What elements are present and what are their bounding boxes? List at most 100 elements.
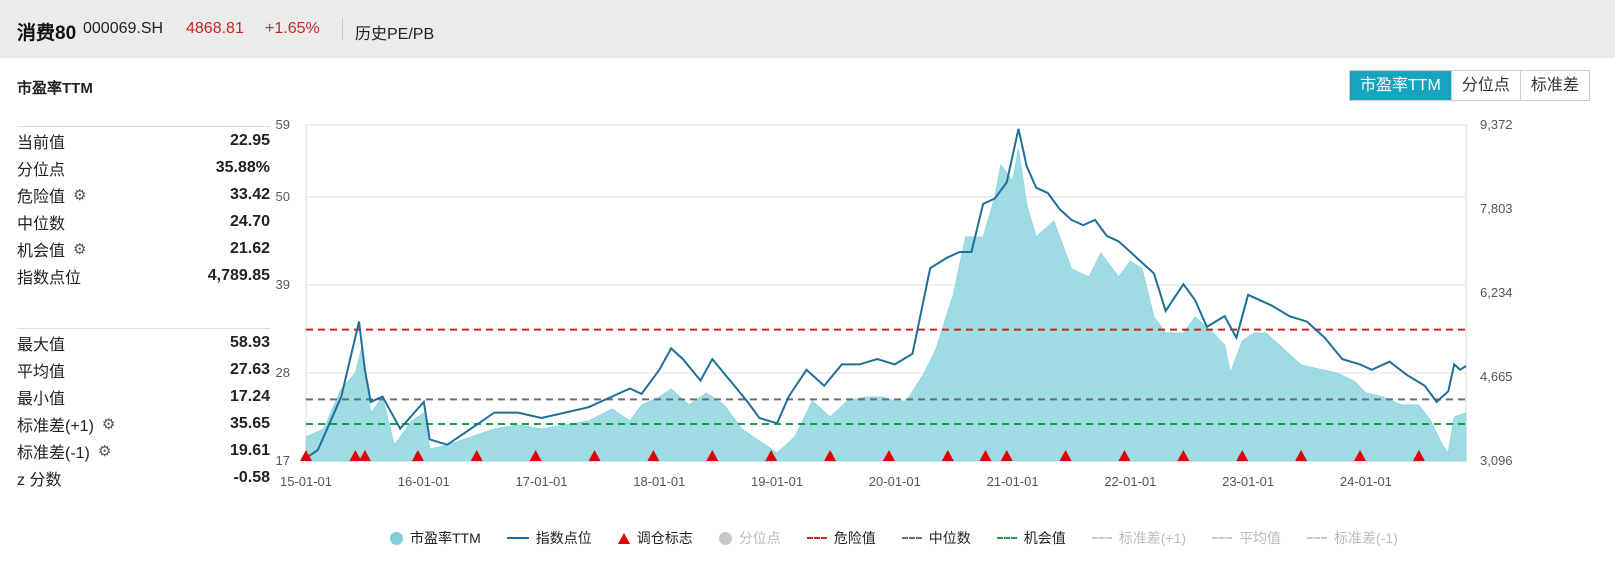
dashed-line-icon [1091, 537, 1112, 539]
x-tick-label: 15-01-01 [280, 474, 332, 489]
stat-label: 标准差(+1) ⚙ [17, 412, 115, 436]
legend-item[interactable]: 危险值 [806, 528, 876, 548]
rebalance-marker [470, 450, 483, 461]
stat-value: 58.93 [229, 333, 270, 351]
tab-pe-ttm[interactable]: 市盈率TTM [1350, 71, 1451, 100]
x-tick-label: 20-01-01 [869, 474, 921, 489]
stat-row: 危险值 ⚙ 33.42 [17, 181, 270, 208]
stat-label-text: 最小值 [17, 390, 66, 408]
stat-value: 4,789.85 [207, 266, 270, 284]
rebalance-marker [1295, 450, 1308, 461]
index-price: 4868.81 [186, 20, 244, 37]
rebalance-marker [1412, 450, 1425, 461]
legend-item[interactable]: 指数点位 [506, 528, 592, 548]
y-left-tick-label: 50 [276, 189, 290, 204]
x-tick-label: 22-01-01 [1104, 474, 1156, 489]
stat-label: 最小值 [17, 385, 65, 409]
y-right-tick-label: 7,803 [1480, 201, 1513, 216]
stat-label-text: 平均值 [17, 363, 66, 381]
stat-value: 17.24 [229, 387, 270, 405]
rebalance-marker [529, 450, 542, 461]
rebalance-marker [824, 450, 837, 461]
stats-summary: 最大值 58.93 平均值 27.63 最小值 17.24 标准差(+1) ⚙ 35.65 标准差… [17, 328, 270, 491]
stat-label: z 分数 [17, 466, 61, 490]
stat-row: 当前值 22.95 [17, 127, 270, 154]
dashed-line-icon [996, 537, 1017, 539]
stat-row: 最大值 58.93 [17, 329, 270, 356]
gear-icon[interactable]: ⚙ [101, 415, 116, 433]
legend-item[interactable]: 平均值 [1212, 528, 1281, 548]
dashed-line-icon [806, 537, 827, 539]
stat-label: 最大值 [17, 331, 65, 355]
legend-item[interactable]: 标准差(-1) [1307, 528, 1398, 548]
x-tick-label: 17-01-01 [516, 474, 568, 489]
rebalance-marker [1354, 450, 1367, 461]
rebalance-marker [1177, 450, 1190, 461]
rebalance-marker [979, 450, 992, 461]
legend-item[interactable]: 分位点 [718, 528, 781, 548]
index-code: 000069.SH [83, 20, 164, 37]
y-right-tick-label: 4,665 [1480, 369, 1513, 384]
gear-icon[interactable]: ⚙ [73, 186, 87, 204]
legend-item[interactable]: 中位数 [901, 528, 971, 548]
stat-label-text: 标准差(+1) [17, 417, 94, 435]
index-line [305, 128, 1467, 459]
stat-row: z 分数 -0.58 [17, 464, 270, 491]
legend-label: 中位数 [928, 530, 971, 546]
stat-label-text: 分位点 [17, 161, 66, 179]
header-divider [342, 18, 343, 40]
stat-row: 指数点位 4,789.85 [17, 262, 270, 289]
legend-label: 指数点位 [535, 530, 592, 546]
stat-label: 危险值 ⚙ [17, 183, 86, 207]
stat-row: 中位数 24.70 [17, 208, 270, 235]
rebalance-marker [1000, 450, 1013, 461]
y-left-tick-label: 39 [276, 277, 290, 292]
y-right-tick-label: 3,096 [1480, 453, 1513, 468]
rebalance-marker [1236, 450, 1249, 461]
dot-icon [390, 531, 403, 545]
stat-row: 最小值 17.24 [17, 383, 270, 410]
index-header: 消费80 000069.SH 4868.81 +1.65% 历史PE/PB [0, 0, 1615, 58]
legend-item[interactable]: 调仓标志 [617, 528, 693, 548]
chart-legend: 市盈率TTM 指数点位 调仓标志 分位点 危险值 中位数 机会值 标准差(+1) 平均值 标准差(… [390, 528, 1424, 548]
stats-current: 当前值 22.95 分位点 35.88% 危险值 ⚙ 33.42 中位数 24.70 机会值 ⚙ 21… [17, 126, 270, 289]
legend-item[interactable]: 标准差(+1) [1091, 528, 1187, 548]
index-change: +1.65% [265, 20, 320, 37]
stat-value: 27.63 [229, 360, 270, 378]
stat-row: 标准差(+1) ⚙ 35.65 [17, 410, 270, 437]
y-left-tick-label: 59 [276, 117, 290, 132]
stat-label: 中位数 [17, 210, 65, 234]
legend-label: 市盈率TTM [410, 530, 481, 546]
rebalance-marker [1059, 450, 1072, 461]
legend-label: 标准差(+1) [1118, 530, 1187, 546]
line-icon [506, 537, 529, 539]
legend-label: 机会值 [1023, 530, 1066, 546]
stat-label: 分位点 [17, 156, 65, 180]
stat-value: -0.58 [233, 468, 270, 486]
stat-label: 指数点位 [17, 264, 81, 288]
gear-icon[interactable]: ⚙ [97, 442, 112, 460]
legend-item[interactable]: 市盈率TTM [390, 528, 481, 548]
legend-label: 调仓标志 [636, 530, 693, 546]
stat-label-text: 当前值 [17, 134, 66, 152]
tab-percentile[interactable]: 分位点 [1450, 71, 1520, 100]
stat-label-text: 机会值 [17, 242, 66, 260]
gear-icon[interactable]: ⚙ [73, 240, 87, 258]
x-tick-label: 19-01-01 [751, 474, 803, 489]
legend-label: 分位点 [738, 530, 781, 546]
stat-row: 标准差(-1) ⚙ 19.61 [17, 437, 270, 464]
triangle-icon [617, 532, 630, 544]
stat-value: 24.70 [229, 212, 270, 230]
history-pe-pb-tab[interactable]: 历史PE/PB [355, 26, 435, 43]
x-tick-label: 24-01-01 [1340, 474, 1392, 489]
rebalance-marker [1118, 450, 1131, 461]
dashed-line-icon [1212, 537, 1233, 539]
legend-item[interactable]: 机会值 [996, 528, 1066, 548]
stat-value: 33.42 [229, 185, 270, 203]
rebalance-marker [941, 450, 954, 461]
stat-label-text: z 分数 [17, 471, 62, 489]
stat-label: 当前值 [17, 129, 65, 153]
legend-label: 危险值 [833, 530, 876, 546]
tab-std-dev[interactable]: 标准差 [1519, 71, 1589, 100]
stat-label: 标准差(-1) ⚙ [17, 439, 111, 463]
